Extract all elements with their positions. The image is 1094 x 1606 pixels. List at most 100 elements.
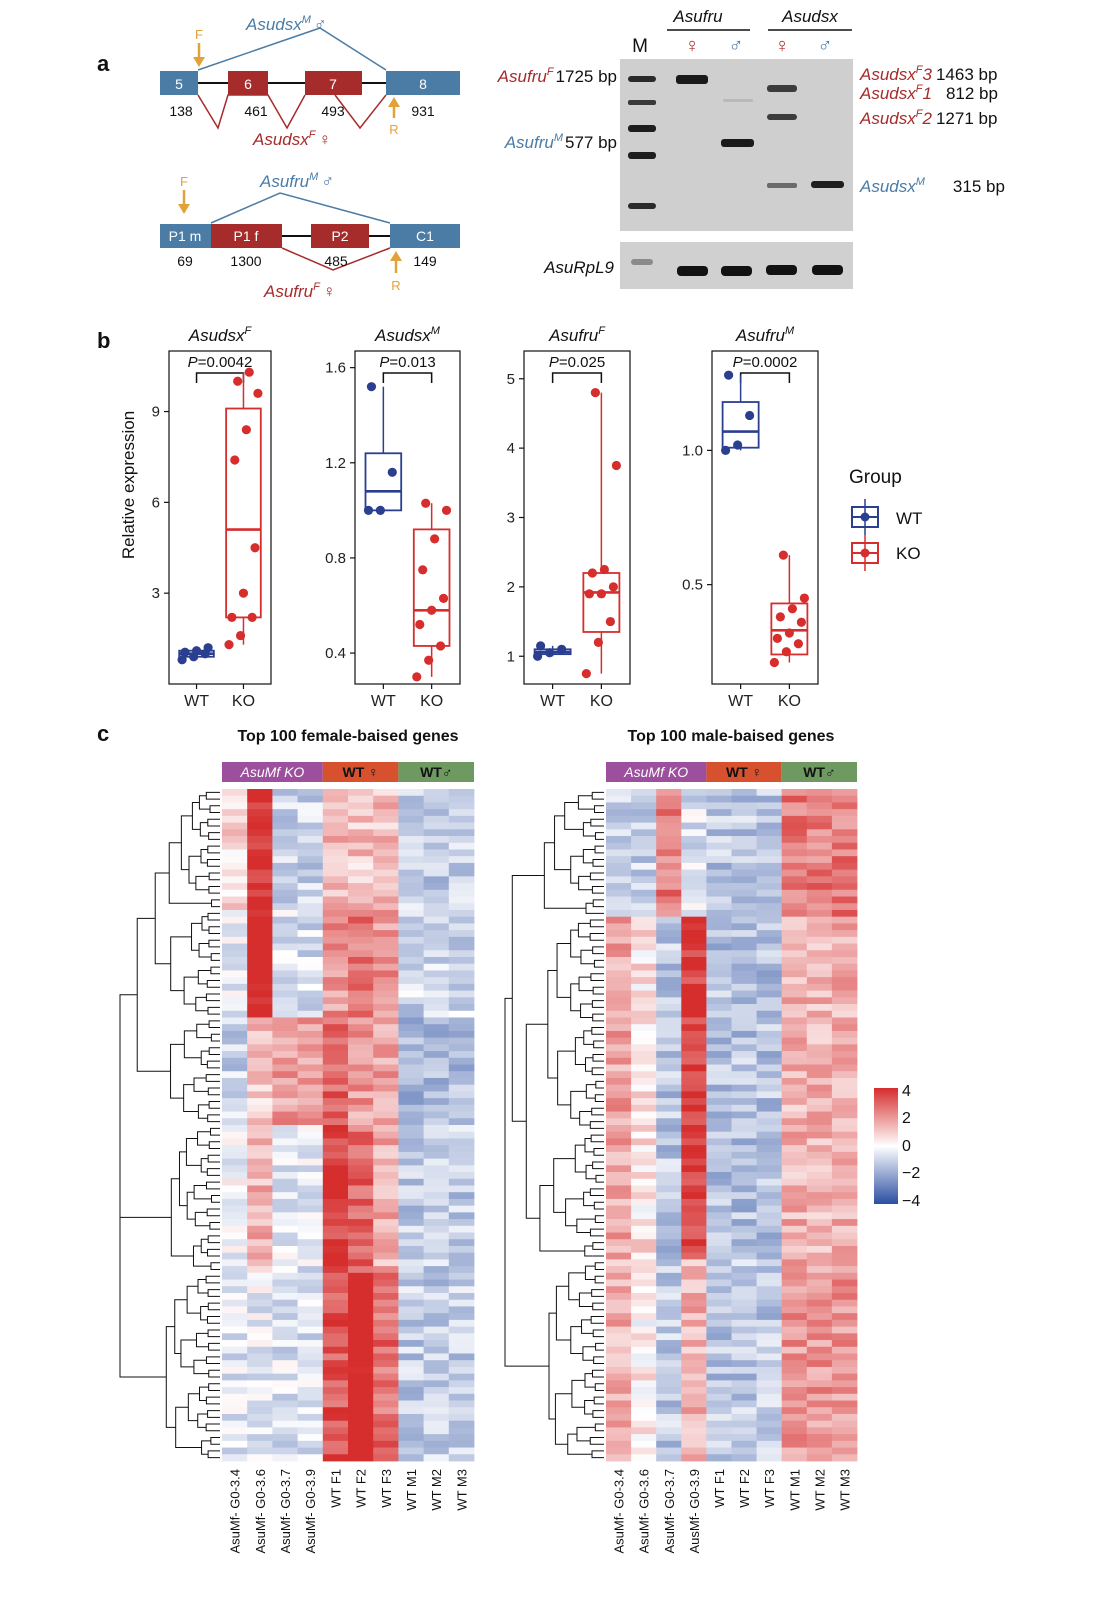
heatmap-cell	[681, 950, 707, 958]
heatmap-cell	[297, 1313, 324, 1321]
heatmap-cell	[781, 1044, 808, 1052]
heatmap-cell	[448, 1440, 475, 1448]
heatmap-cell	[222, 1017, 248, 1025]
heatmap-cell	[831, 963, 858, 971]
heatmap-cell	[681, 795, 707, 803]
heatmap-cell	[706, 1017, 732, 1025]
heatmap-cell	[247, 1010, 273, 1018]
heatmap-cell	[681, 1293, 707, 1301]
heatmap-cell	[348, 1151, 374, 1159]
heatmap-cell	[348, 1071, 374, 1079]
heatmap-cell	[706, 1440, 732, 1448]
heatmap-cell	[681, 1037, 707, 1045]
heatmap-cell	[656, 802, 682, 810]
heatmap-cell	[631, 1232, 657, 1240]
heatmap-cell	[448, 1084, 475, 1092]
heatmap-cell	[297, 1084, 324, 1092]
heatmap-cell	[731, 1299, 757, 1307]
heatmap-cell	[373, 1118, 399, 1126]
heatmap-cell	[222, 836, 248, 844]
heatmap-cell	[681, 869, 707, 877]
heatmap-cell	[373, 1387, 399, 1395]
heatmap-cell	[706, 1205, 732, 1213]
heatmap-cell	[831, 1030, 858, 1039]
heatmap-cell	[631, 1326, 657, 1334]
heatmap-cell	[606, 1454, 632, 1462]
heatmap-cell	[781, 1440, 808, 1448]
data-point	[250, 543, 260, 553]
x-tick-label: KO	[232, 693, 255, 710]
heatmap-cell	[831, 849, 858, 857]
heatmap-cell	[831, 1252, 858, 1260]
heatmap-cell	[656, 1272, 682, 1280]
heatmap-cell	[781, 836, 808, 844]
heatmap-cell	[348, 903, 374, 911]
heatmap-cell	[631, 1118, 657, 1126]
heatmap-cell	[448, 909, 475, 918]
heatmap-cell	[247, 1158, 273, 1166]
heatmap-cell	[731, 1313, 757, 1321]
heatmap-cell	[297, 1427, 324, 1435]
heatmap-cell	[631, 856, 657, 864]
heatmap-cell	[423, 1010, 450, 1018]
heatmap-cell	[222, 1131, 248, 1139]
heatmap-cell	[272, 862, 298, 871]
heatmap-cell	[247, 957, 273, 965]
heatmap-cell	[247, 809, 273, 817]
heatmap-cell	[731, 1225, 757, 1233]
heatmap-cell	[373, 1084, 399, 1092]
heatmap-cell	[831, 1346, 858, 1354]
heatmap-cell	[448, 1077, 475, 1086]
heatmap-cell	[706, 1037, 732, 1045]
heatmap-cell	[731, 1004, 757, 1012]
heatmap-cell	[731, 1192, 757, 1200]
heatmap-cell	[247, 990, 273, 998]
heatmap-cell	[423, 1447, 450, 1455]
heatmap-cell	[631, 1010, 657, 1018]
heatmap-cell	[448, 883, 475, 891]
heatmap-cell	[631, 1198, 657, 1207]
data-point	[224, 640, 234, 650]
heatmap-cell	[681, 1299, 707, 1307]
heatmap-cell	[373, 1420, 399, 1428]
heatmap-cell	[448, 1024, 475, 1032]
heatmap-cell	[398, 862, 424, 871]
heatmap-cell	[398, 1313, 424, 1321]
heatmap-cell	[706, 829, 732, 837]
colorbar-tick: −2	[902, 1165, 920, 1182]
heatmap-cell	[606, 802, 632, 810]
heatmap-cell	[731, 1030, 757, 1039]
heatmap-cell	[681, 1447, 707, 1455]
heatmap-cell	[222, 1373, 248, 1381]
heatmap-cell	[731, 809, 757, 817]
heatmap-cell	[297, 1044, 324, 1052]
data-point	[769, 657, 779, 668]
heatmap-cell	[656, 1245, 682, 1254]
heatmap-cell	[322, 916, 349, 924]
heatmap-cell	[222, 1427, 248, 1435]
heatmap-cell	[297, 1158, 324, 1166]
dendrogram	[504, 791, 604, 1459]
heatmap-cell	[247, 1333, 273, 1341]
heatmap-cell	[423, 889, 450, 897]
heatmap-cell	[806, 809, 833, 817]
heatmap-cell	[681, 1071, 707, 1079]
heatmap-cell	[806, 1239, 833, 1247]
heatmap-cell	[398, 1434, 424, 1442]
heatmap-column-label: AsuMf- G0-3.4	[612, 1469, 627, 1554]
heatmap-cell	[423, 983, 450, 991]
heatmap-cell	[606, 1366, 632, 1375]
data-point	[430, 534, 440, 544]
heatmap-cell	[423, 977, 450, 985]
heatmap-cell	[247, 1373, 273, 1381]
heatmap-cell	[681, 1380, 707, 1388]
heatmap-cell	[806, 1340, 833, 1348]
data-point	[596, 589, 606, 599]
heatmap-group-label: AsuMf KO	[240, 764, 305, 780]
heatmap-cell	[806, 1172, 833, 1180]
heatmap-cell	[373, 849, 399, 857]
heatmap-cell	[781, 936, 808, 944]
heatmap-cell	[322, 1192, 349, 1200]
heatmap-cell	[423, 1239, 450, 1247]
data-point	[435, 641, 446, 651]
